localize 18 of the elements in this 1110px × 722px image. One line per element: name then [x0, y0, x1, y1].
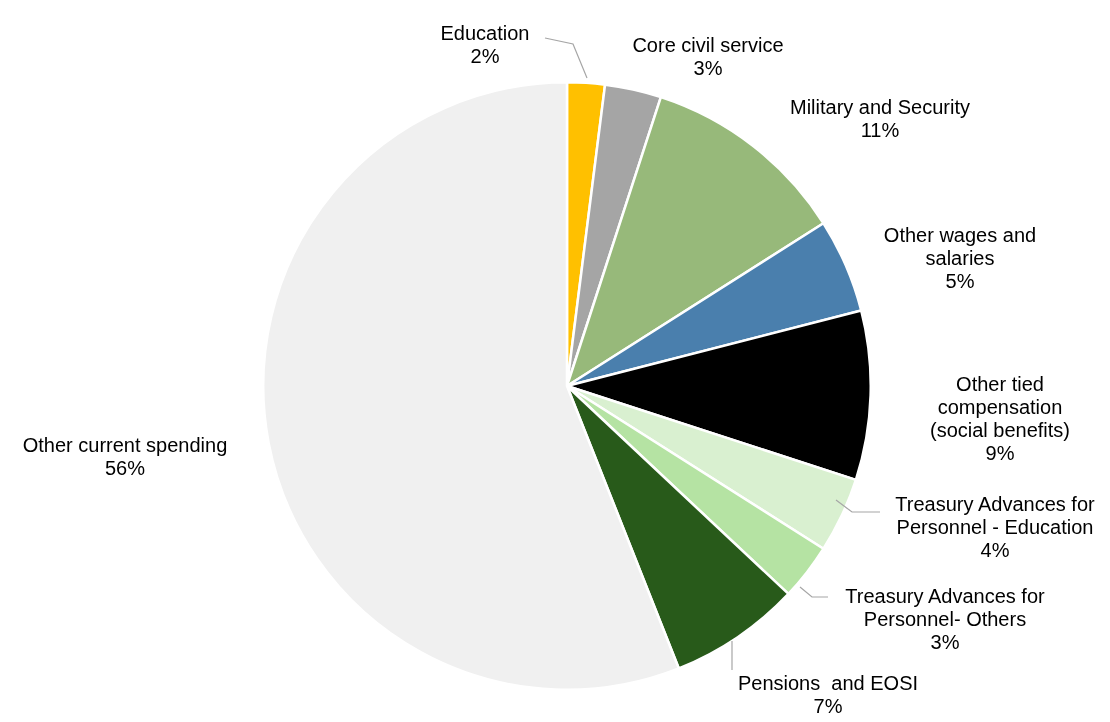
slice-label: Other current spending: [22, 433, 228, 456]
slice-label: Military and Security: [789, 95, 971, 118]
data-label: 11%: [860, 118, 900, 141]
slice-label: Core civil service: [632, 33, 784, 56]
data-label: 5%: [945, 269, 975, 292]
data-label: 4%: [980, 538, 1010, 561]
data-label: 2%: [470, 44, 500, 67]
data-label: 3%: [930, 630, 960, 653]
data-label: 9%: [985, 441, 1015, 464]
data-label: 3%: [693, 56, 723, 79]
data-label: 56%: [104, 456, 146, 479]
slice-label: Education: [440, 21, 530, 44]
slice-label: Pensions and EOSI: [737, 671, 919, 694]
slice-label: Other tied compensation (social benefits): [929, 372, 1071, 441]
slice-label: Treasury Advances for Personnel - Education: [895, 492, 1096, 538]
slice-label: Other wages and salaries: [883, 223, 1037, 269]
slice-label: Treasury Advances for Personnel- Others: [845, 584, 1046, 630]
data-label: 7%: [813, 694, 843, 717]
